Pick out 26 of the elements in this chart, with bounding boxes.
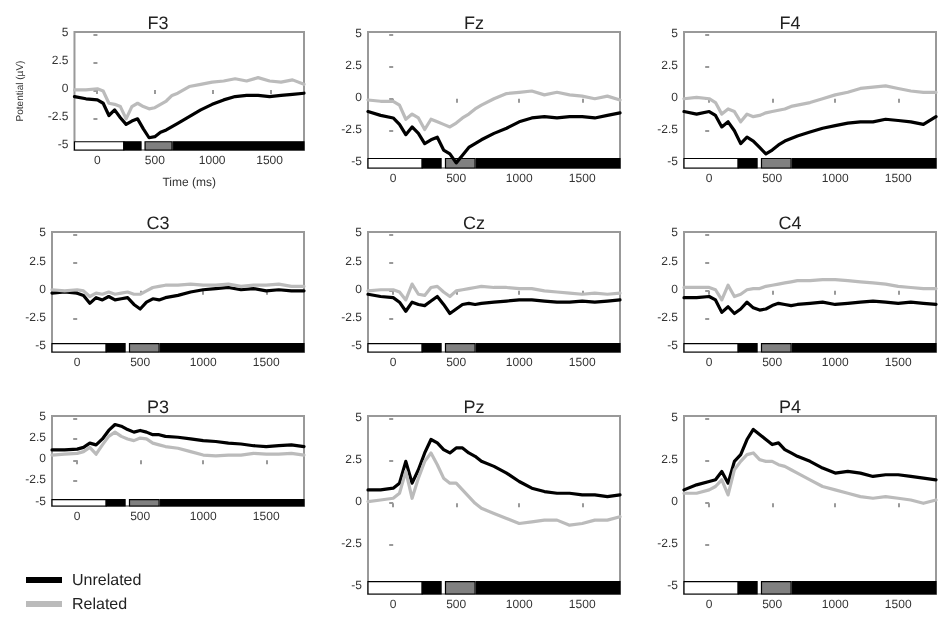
chart-title: F4 xyxy=(779,13,801,33)
line-series xyxy=(366,451,622,527)
line-series xyxy=(366,282,622,302)
line-series xyxy=(50,422,306,452)
chart-title: C4 xyxy=(778,213,802,233)
line-series xyxy=(682,84,938,124)
line-series xyxy=(50,282,306,299)
legend-label: Related xyxy=(72,595,128,613)
line-series xyxy=(50,430,306,458)
chart-title: F3 xyxy=(147,13,169,33)
chart-title: P4 xyxy=(778,397,802,417)
line-series xyxy=(682,451,938,505)
chart-title: Fz xyxy=(464,13,485,33)
legend-label: Unrelated xyxy=(72,571,142,589)
line-series xyxy=(72,76,306,121)
line-series xyxy=(366,89,622,132)
chart-title: P3 xyxy=(146,397,170,417)
line-series xyxy=(682,427,938,492)
line-series xyxy=(50,285,306,311)
line-series xyxy=(366,292,622,316)
chart-title: Pz xyxy=(463,397,486,417)
line-series xyxy=(682,277,938,302)
line-series xyxy=(366,437,622,499)
line-series xyxy=(682,294,938,316)
chart-title: Cz xyxy=(463,213,486,233)
chart-title: C3 xyxy=(146,213,170,233)
